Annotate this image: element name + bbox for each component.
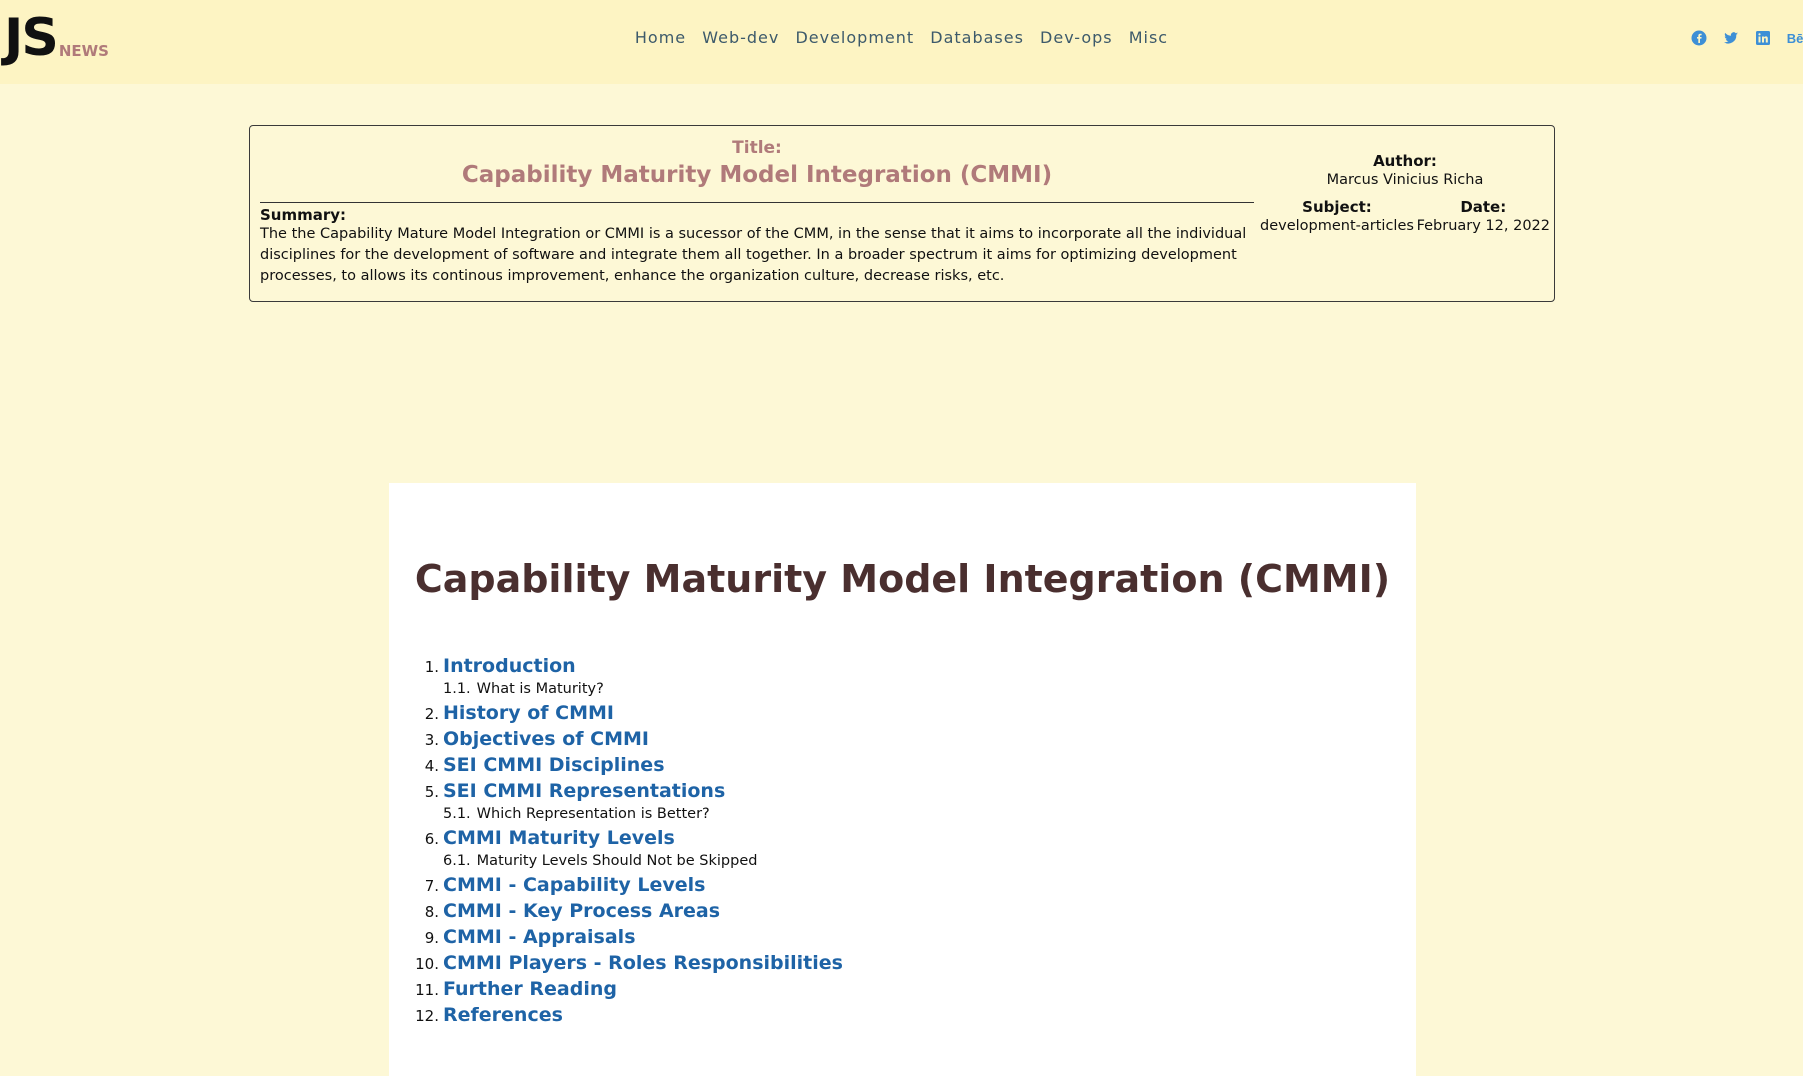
social-links: Bē (1691, 30, 1803, 46)
nav-item-web-dev[interactable]: Web-dev (702, 28, 780, 47)
card-title-summary: Title: Capability Maturity Model Integra… (260, 138, 1254, 287)
logo-main-text: JS (4, 8, 59, 68)
toc-link[interactable]: Further Reading (443, 978, 617, 1000)
article-info-card: Title: Capability Maturity Model Integra… (249, 125, 1555, 302)
toc-item: 12. References (409, 1004, 843, 1030)
subject-label: Subject: (1302, 198, 1372, 216)
summary-text: The the Capability Mature Model Integrat… (260, 226, 1247, 284)
nav-item-dev-ops[interactable]: Dev-ops (1040, 28, 1113, 47)
toc-item-number: 2. (424, 705, 439, 723)
toc-item-number: 11. (415, 981, 439, 999)
toc-item: 6. CMMI Maturity Levels (409, 827, 843, 853)
table-of-contents: 1. Introduction 1.1. What is Maturity? 2. His… (409, 655, 843, 1030)
toc-link[interactable]: References (443, 1004, 563, 1026)
toc-sublink[interactable]: What is Maturity? (476, 681, 604, 697)
toc-item: 11. Further Reading (409, 978, 843, 1004)
date-label: Date: (1460, 198, 1507, 216)
toc-link[interactable]: Introduction (443, 655, 576, 677)
toc-sublink[interactable]: Which Representation is Better? (476, 806, 710, 822)
toc-item: 8. CMMI - Key Process Areas (409, 900, 843, 926)
toc-link[interactable]: SEI CMMI Representations (443, 780, 726, 802)
toc-link[interactable]: SEI CMMI Disciplines (443, 754, 665, 776)
date-block: Date: February 12, 2022 (1417, 198, 1550, 234)
subject-value: development-articles (1260, 218, 1414, 234)
toc-item: 7. CMMI - Capability Levels (409, 874, 843, 900)
toc-item-number: 4. (424, 757, 439, 775)
toc-item-number: 9. (424, 929, 439, 947)
toc-link[interactable]: CMMI - Capability Levels (443, 874, 706, 896)
meta-row: Subject: development-articles Date: Febr… (1260, 198, 1550, 234)
toc-item: 1. Introduction (409, 655, 843, 681)
toc-link[interactable]: CMMI Players - Roles Responsibilities (443, 952, 843, 974)
toc-item: 5. SEI CMMI Representations (409, 780, 843, 806)
author-name: Marcus Vinicius Richa (1326, 172, 1484, 188)
toc-subitem-number: 1.1. (443, 681, 471, 697)
article-body: Capability Maturity Model Integration (C… (389, 483, 1416, 1076)
toc-item-number: 5. (424, 783, 439, 801)
toc-subitem: 5.1. Which Representation is Better? (443, 806, 843, 827)
toc-sublink[interactable]: Maturity Levels Should Not be Skipped (476, 853, 758, 869)
nav-item-misc[interactable]: Misc (1128, 28, 1169, 47)
toc-link[interactable]: CMMI - Key Process Areas (443, 900, 721, 922)
date-value: February 12, 2022 (1416, 218, 1550, 234)
nav-item-databases[interactable]: Databases (930, 28, 1024, 47)
toc-item-number: 10. (415, 955, 439, 973)
nav-item-development[interactable]: Development (795, 28, 915, 47)
subject-block: Subject: development-articles (1260, 198, 1414, 234)
toc-subitem-number: 6.1. (443, 853, 471, 869)
card-title: Capability Maturity Model Integration (C… (260, 162, 1254, 203)
nav-item-home[interactable]: Home (634, 28, 687, 47)
toc-item-number: 12. (415, 1007, 439, 1025)
card-meta: Author: Marcus Vinicius Richa Subject: d… (1260, 152, 1550, 234)
toc-item: 9. CMMI - Appraisals (409, 926, 843, 952)
toc-item: 10. CMMI Players - Roles Responsibilities (409, 952, 843, 978)
author-block: Author: Marcus Vinicius Richa (1260, 152, 1550, 188)
toc-item: 3. Objectives of CMMI (409, 728, 843, 754)
toc-subitem: 6.1. Maturity Levels Should Not be Skippe… (443, 853, 843, 874)
toc-link[interactable]: History of CMMI (443, 702, 614, 724)
toc-item-number: 7. (424, 877, 439, 895)
site-logo[interactable]: JS NEWS (4, 10, 109, 66)
toc-link[interactable]: Objectives of CMMI (443, 728, 649, 750)
toc-item-number: 8. (424, 903, 439, 921)
toc-subitem-number: 5.1. (443, 806, 471, 822)
toc-item-number: 1. (424, 658, 439, 676)
linkedin-icon[interactable] (1755, 30, 1771, 46)
toc-link[interactable]: CMMI Maturity Levels (443, 827, 675, 849)
behance-icon[interactable]: Bē (1786, 30, 1803, 46)
main-nav: Home Web-dev Development Databases Dev-o… (0, 28, 1803, 47)
logo-sub-text: NEWS (58, 42, 109, 60)
summary-label: Summary: (260, 206, 347, 224)
author-label: Author: (1373, 152, 1437, 170)
title-label: Title: (732, 138, 782, 158)
toc-item: 2. History of CMMI (409, 702, 843, 728)
top-navbar: JS NEWS Home Web-dev Development Databas… (0, 0, 1803, 84)
toc-link[interactable]: CMMI - Appraisals (443, 926, 636, 948)
toc-item-number: 3. (424, 731, 439, 749)
article-title: Capability Maturity Model Integration (C… (414, 557, 1391, 601)
facebook-icon[interactable] (1691, 30, 1707, 46)
toc-subitem: 1.1. What is Maturity? (443, 681, 843, 702)
toc-item: 4. SEI CMMI Disciplines (409, 754, 843, 780)
twitter-icon[interactable] (1723, 30, 1739, 46)
toc-item-number: 6. (424, 830, 439, 848)
